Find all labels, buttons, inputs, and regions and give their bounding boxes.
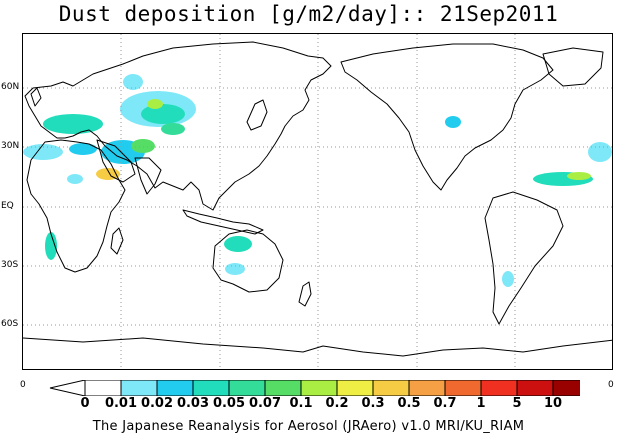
greenland-coast bbox=[542, 47, 604, 87]
india-coast bbox=[134, 157, 162, 195]
colorbar-cell bbox=[480, 380, 518, 396]
australia-coast bbox=[212, 229, 284, 293]
south-america-coast bbox=[484, 191, 564, 325]
colorbar-cell bbox=[336, 380, 374, 396]
lat-label-30n: 30N bbox=[1, 141, 20, 151]
map-title: Dust deposition [g/m2/day]:: 21Sep2011 bbox=[58, 2, 559, 26]
colorbar-cell bbox=[444, 380, 482, 396]
colorbar-tick-label: 1 bbox=[476, 396, 486, 411]
world-map bbox=[23, 34, 612, 369]
colorbar-right-end-label: 0 bbox=[608, 380, 614, 390]
uk-coast bbox=[30, 87, 42, 107]
map-frame bbox=[22, 33, 613, 370]
colorbar-tick-label: 0.1 bbox=[289, 396, 313, 411]
colorbar-tick-label: 0.05 bbox=[212, 396, 246, 411]
colorbar-tick-label: 5 bbox=[512, 396, 522, 411]
north-america-coast bbox=[340, 43, 554, 191]
colorbar-tick-label: 0.01 bbox=[104, 396, 138, 411]
colorbar-cell bbox=[264, 380, 302, 396]
graticule bbox=[23, 34, 612, 369]
coastlines bbox=[23, 41, 612, 357]
new-zealand-coast bbox=[298, 281, 312, 307]
colorbar-cell bbox=[192, 380, 230, 396]
lat-label-eq: EQ bbox=[1, 201, 14, 211]
colorbar-cell bbox=[516, 380, 554, 396]
colorbar-tick-label: 10 bbox=[543, 396, 563, 411]
colorbar-cell bbox=[84, 380, 122, 396]
colorbar-tick-label: 0.3 bbox=[361, 396, 385, 411]
madagascar-coast bbox=[110, 227, 124, 255]
arabia-coast bbox=[96, 139, 136, 183]
colorbar-tick-label: 0 bbox=[80, 396, 90, 411]
japan-coast bbox=[246, 99, 268, 131]
colorbar-left-arrow bbox=[49, 380, 86, 396]
colorbar-tick-label: 0.7 bbox=[433, 396, 457, 411]
colorbar-left-end-label: 0 bbox=[20, 380, 26, 390]
indonesia-coast bbox=[182, 209, 264, 235]
footer-credit: The Japanese Reanalysis for Aerosol (JRA… bbox=[92, 419, 525, 434]
colorbar-tick-label: 0.03 bbox=[176, 396, 210, 411]
lat-label-30s: 30S bbox=[1, 260, 19, 270]
colorbar-tick-label: 0.5 bbox=[397, 396, 421, 411]
colorbar-cell bbox=[372, 380, 410, 396]
lat-label-60s: 60S bbox=[1, 319, 19, 329]
colorbar-cell bbox=[408, 380, 446, 396]
colorbar-tick-label: 0.07 bbox=[248, 396, 282, 411]
colorbar-cell bbox=[120, 380, 158, 396]
dust-shading bbox=[23, 74, 612, 287]
colorbar-tick-label: 0.02 bbox=[140, 396, 174, 411]
antarctica-coast bbox=[23, 337, 612, 357]
colorbar-cell bbox=[156, 380, 194, 396]
colorbar bbox=[49, 380, 580, 396]
colorbar-cell bbox=[300, 380, 338, 396]
colorbar-cell bbox=[228, 380, 266, 396]
lat-label-60n: 60N bbox=[1, 82, 20, 92]
colorbar-tick-label: 0.2 bbox=[325, 396, 349, 411]
colorbar-cell bbox=[552, 380, 580, 396]
eurasia-coast bbox=[24, 41, 332, 211]
